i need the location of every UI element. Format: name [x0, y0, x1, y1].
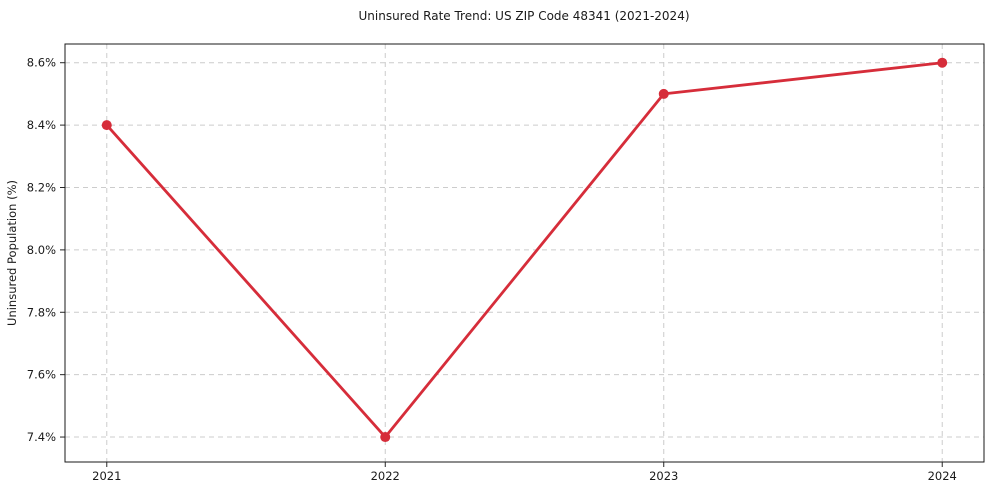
- x-tick-label: 2022: [371, 469, 400, 483]
- y-tick-label: 8.0%: [27, 243, 56, 257]
- plot-area: [65, 44, 984, 462]
- data-point-marker: [101, 120, 112, 131]
- y-tick-label: 7.6%: [27, 368, 56, 382]
- y-tick-label: 7.4%: [27, 430, 56, 444]
- tick-layer: [60, 62, 943, 467]
- y-tick-label: 7.8%: [27, 305, 56, 319]
- x-tick-label: 2024: [928, 469, 957, 483]
- plot-frame: [64, 43, 985, 463]
- trend-line: [105, 61, 944, 439]
- y-tick-label: 8.2%: [27, 180, 56, 194]
- y-tick-label: 8.6%: [27, 56, 56, 70]
- data-point-marker: [937, 57, 948, 68]
- data-point-marker: [658, 88, 669, 99]
- data-point-marker: [380, 432, 391, 443]
- chart-title: Uninsured Rate Trend: US ZIP Code 48341 …: [358, 9, 689, 23]
- y-tick-label: 8.4%: [27, 118, 56, 132]
- tick-label-layer: 7.4% 7.6% 7.8% 8.0% 8.2% 8.4% 8.6% 2021 2022 2023…: [27, 56, 957, 483]
- x-tick-label: 2021: [92, 469, 121, 483]
- series-layer: [101, 57, 948, 443]
- x-tick-label: 2023: [649, 469, 678, 483]
- y-axis-label: Uninsured Population (%): [5, 180, 19, 326]
